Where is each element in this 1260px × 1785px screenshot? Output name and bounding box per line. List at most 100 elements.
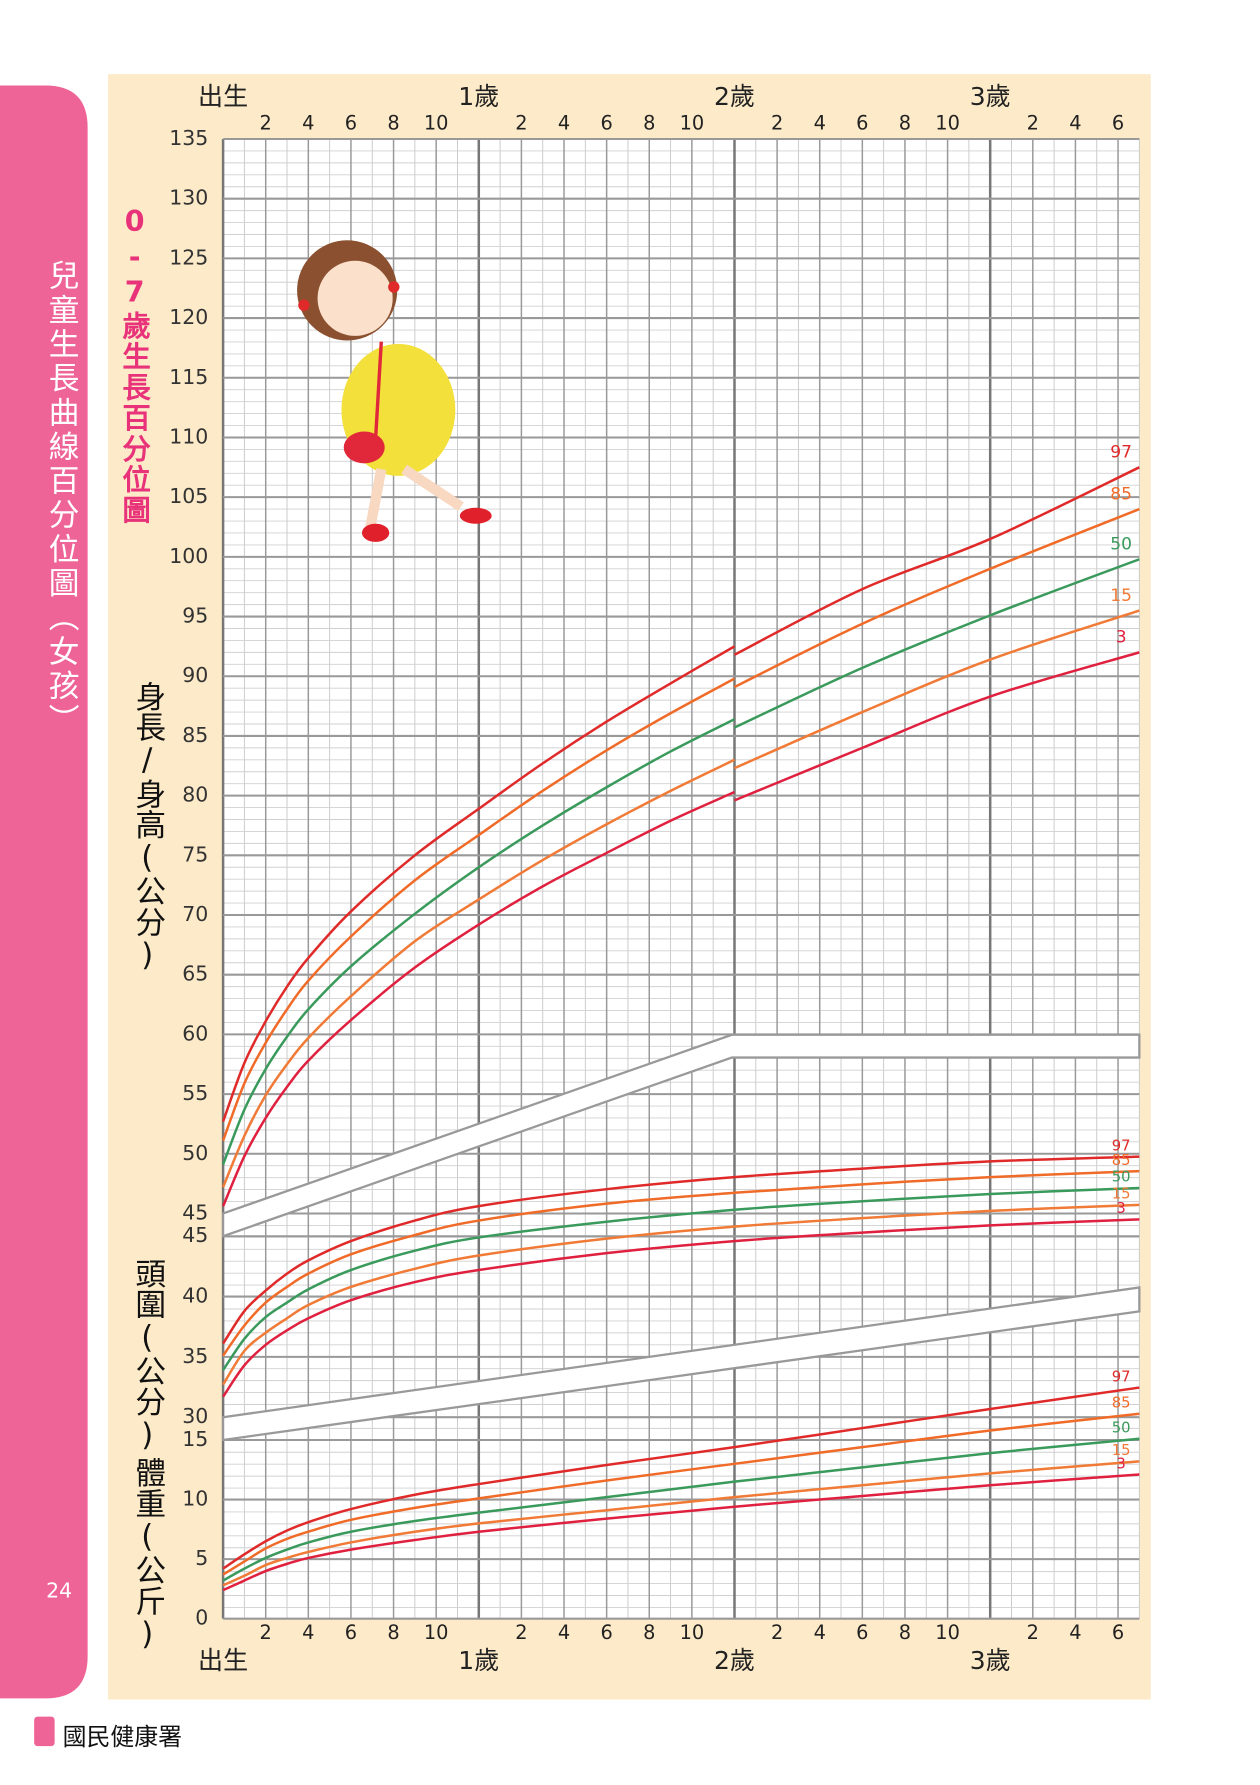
legend-label: 97 bbox=[1110, 443, 1132, 463]
x-tick-label: 1歲 bbox=[458, 82, 499, 111]
curves bbox=[221, 466, 1140, 1592]
y-tick-label: 45 bbox=[182, 1223, 208, 1247]
y-tick-label: 30 bbox=[182, 1404, 208, 1428]
y-tick-label: 105 bbox=[169, 484, 208, 508]
x-tick-label: 2 bbox=[771, 1621, 783, 1644]
x-tick-label: 2 bbox=[1027, 1621, 1039, 1644]
percentile-line bbox=[221, 609, 1140, 1188]
x-tick-label: 3歲 bbox=[970, 1646, 1011, 1675]
x-tick-label: 8 bbox=[643, 1621, 655, 1644]
x-tick-label: 4 bbox=[1069, 112, 1081, 135]
x-tick-label: 出生 bbox=[198, 1646, 248, 1675]
x-tick-label: 2 bbox=[515, 1621, 527, 1644]
x-tick-label: 10 bbox=[935, 112, 960, 135]
x-tick-label: 出生 bbox=[198, 82, 248, 111]
x-tick-label: 8 bbox=[387, 112, 399, 135]
y-tick-label: 95 bbox=[182, 604, 208, 628]
page-number: 24 bbox=[46, 1578, 72, 1602]
y-tick-label: 5 bbox=[195, 1546, 208, 1570]
x-tick-label: 4 bbox=[1069, 1621, 1081, 1644]
percentile-line bbox=[222, 1460, 1140, 1587]
scale-bands bbox=[221, 1033, 1141, 1442]
legend-label: 3 bbox=[1116, 1455, 1125, 1472]
x-tick-label: 4 bbox=[558, 112, 570, 135]
x-tick-label: 4 bbox=[302, 112, 314, 135]
y-tick-label: 65 bbox=[182, 962, 208, 986]
legend-label: 50 bbox=[1110, 534, 1132, 554]
band bbox=[221, 1033, 1141, 1238]
y-tick-label: 60 bbox=[182, 1021, 208, 1045]
x-tick-label: 2 bbox=[260, 1621, 272, 1644]
y-tick-label: 10 bbox=[182, 1487, 208, 1511]
legend-label: 3 bbox=[1116, 628, 1127, 648]
x-tick-label: 6 bbox=[856, 1621, 868, 1644]
x-tick-label: 2 bbox=[1027, 112, 1039, 135]
x-tick-label: 2 bbox=[260, 112, 272, 135]
x-tick-label: 10 bbox=[424, 1621, 449, 1644]
legend-label: 97 bbox=[1112, 1368, 1131, 1385]
y-tick-label: 15 bbox=[182, 1427, 208, 1451]
x-tick-label: 4 bbox=[814, 1621, 826, 1644]
x-tick-label: 6 bbox=[1112, 1621, 1124, 1644]
chart-title: 0-7歲生長百分位圖 bbox=[118, 205, 151, 526]
major-grid bbox=[221, 137, 1140, 1620]
x-tick-label: 6 bbox=[600, 112, 612, 135]
legend-label: 50 bbox=[1112, 1420, 1131, 1437]
band bbox=[221, 1286, 1141, 1442]
x-tick-label: 2歲 bbox=[714, 1646, 755, 1675]
percentile-line bbox=[221, 466, 1140, 1122]
x-tick-label: 10 bbox=[680, 1621, 705, 1644]
y-tick-label: 120 bbox=[169, 305, 208, 329]
y-tick-label: 110 bbox=[169, 424, 208, 448]
y-axis-label: 體重(公斤) bbox=[129, 1457, 165, 1652]
x-tick-label: 6 bbox=[345, 1621, 357, 1644]
legend-label: 15 bbox=[1112, 1442, 1131, 1459]
x-tick-label: 10 bbox=[935, 1621, 960, 1644]
x-tick-label: 2 bbox=[515, 112, 527, 135]
y-tick-label: 80 bbox=[182, 783, 208, 807]
y-tick-label: 125 bbox=[169, 245, 208, 269]
x-tick-label: 10 bbox=[680, 112, 705, 135]
percentile-line bbox=[222, 1203, 1140, 1386]
x-tick-label: 4 bbox=[302, 1621, 314, 1644]
x-tick-label: 2歲 bbox=[714, 82, 755, 111]
legend-label: 50 bbox=[1112, 1169, 1131, 1186]
labels: 出生 2 4 6 8 10 1歲 2 4 6 8 10 2歲 2 4 6 8 10 3歲 2 4 6 出生 2 4 6 8 10 1歲 2… bbox=[169, 82, 1132, 1675]
x-tick-label: 2 bbox=[771, 112, 783, 135]
footer: 國民健康署 bbox=[63, 1723, 182, 1751]
y-tick-label: 70 bbox=[182, 902, 208, 926]
percentile-line bbox=[222, 1386, 1140, 1570]
x-tick-label: 6 bbox=[345, 112, 357, 135]
y-tick-label: 135 bbox=[169, 126, 208, 150]
x-tick-label: 8 bbox=[387, 1621, 399, 1644]
percentile-line bbox=[222, 1169, 1140, 1357]
percentile-line bbox=[221, 507, 1140, 1142]
x-tick-label: 10 bbox=[424, 112, 449, 135]
legend-label: 97 bbox=[1112, 1137, 1131, 1154]
x-tick-label: 6 bbox=[1112, 112, 1124, 135]
y-tick-label: 0 bbox=[195, 1606, 208, 1630]
y-tick-label: 45 bbox=[182, 1200, 208, 1224]
y-tick-label: 115 bbox=[169, 365, 208, 389]
y-tick-label: 35 bbox=[182, 1344, 208, 1368]
legend-label: 15 bbox=[1110, 586, 1132, 606]
y-axis-label: 頭圍(公分) bbox=[129, 1258, 165, 1453]
x-tick-label: 4 bbox=[558, 1621, 570, 1644]
x-tick-label: 8 bbox=[899, 1621, 911, 1644]
percentile-line bbox=[222, 1473, 1140, 1592]
y-tick-label: 50 bbox=[182, 1141, 208, 1165]
x-tick-label: 4 bbox=[814, 112, 826, 135]
percentile-line bbox=[222, 1186, 1140, 1371]
y-tick-label: 100 bbox=[169, 544, 208, 568]
percentile-line bbox=[222, 1155, 1140, 1345]
y-axis-label: 身長/身高(公分) bbox=[129, 681, 165, 973]
y-tick-label: 75 bbox=[182, 842, 208, 866]
percentile-line bbox=[222, 1412, 1140, 1576]
percentile-line bbox=[221, 558, 1140, 1165]
x-tick-label: 3歲 bbox=[970, 82, 1011, 111]
x-tick-label: 6 bbox=[600, 1621, 612, 1644]
legend-label: 85 bbox=[1112, 1395, 1131, 1412]
legend-label: 3 bbox=[1116, 1200, 1125, 1217]
